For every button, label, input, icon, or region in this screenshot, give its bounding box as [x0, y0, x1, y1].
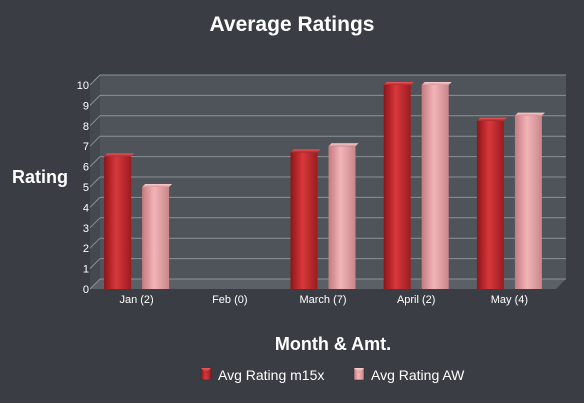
gridline-side: [89, 74, 101, 86]
bar: [328, 146, 356, 289]
y-axis-ticks: 0 1 2 3 4 5 6 7 8 9 10: [77, 80, 89, 296]
x-tick-label: April (2): [397, 294, 436, 306]
gridline-side: [89, 115, 101, 127]
x-tick-label: May (4): [491, 294, 528, 306]
gridline-side: [89, 237, 101, 249]
x-tick-label: Feb (0): [212, 294, 247, 306]
y-tick-label: 4: [83, 202, 89, 214]
x-tick-label: March (7): [299, 294, 346, 306]
bar-top: [476, 117, 507, 121]
legend-swatch-top: [201, 368, 211, 373]
legend-swatch-top: [354, 368, 364, 373]
gridline-side: [89, 197, 101, 208]
gridline-side: [89, 258, 101, 269]
x-axis-ticks: Jan (2) Feb (0) March (7) April (2) May (4): [119, 294, 528, 306]
bar: [290, 152, 318, 289]
y-tick-label: 0: [83, 284, 89, 296]
bar-top: [514, 112, 545, 116]
bar-top: [421, 82, 452, 85]
legend: Avg Rating m15x Avg Rating AW: [200, 367, 465, 383]
y-tick-label: 7: [83, 141, 89, 153]
y-axis-label: Rating: [12, 167, 68, 187]
bars: [104, 82, 545, 289]
gridline-side: [89, 278, 101, 290]
y-tick-label: 5: [83, 182, 89, 194]
legend-label: Avg Rating AW: [371, 367, 465, 383]
gridline-side: [89, 176, 101, 188]
y-tick-label: 9: [83, 100, 89, 112]
bar: [383, 85, 411, 289]
x-axis-label: Month & Amt.: [275, 334, 391, 354]
bar-top: [383, 82, 414, 85]
gridline-side: [89, 135, 101, 147]
bar: [421, 85, 449, 289]
y-tick-label: 8: [83, 121, 89, 133]
bar-top: [104, 153, 135, 157]
gridline-side: [89, 95, 101, 106]
y-tick-label: 10: [77, 80, 89, 92]
chart-title: Average Ratings: [210, 13, 375, 36]
bar-top: [142, 184, 173, 187]
legend-label: Avg Rating m15x: [218, 367, 324, 383]
bar: [514, 115, 542, 289]
bar: [142, 187, 170, 289]
y-tick-label: 2: [83, 243, 89, 255]
gridline-side: [89, 217, 101, 229]
gridline-side: [89, 156, 101, 167]
x-tick-label: Jan (2): [119, 294, 153, 306]
bar: [104, 156, 132, 289]
bar-top: [290, 149, 321, 153]
bar: [476, 120, 504, 289]
y-tick-label: 6: [83, 162, 89, 174]
y-tick-label: 3: [83, 223, 89, 235]
bar-top: [328, 143, 359, 147]
y-tick-label: 1: [83, 264, 89, 276]
